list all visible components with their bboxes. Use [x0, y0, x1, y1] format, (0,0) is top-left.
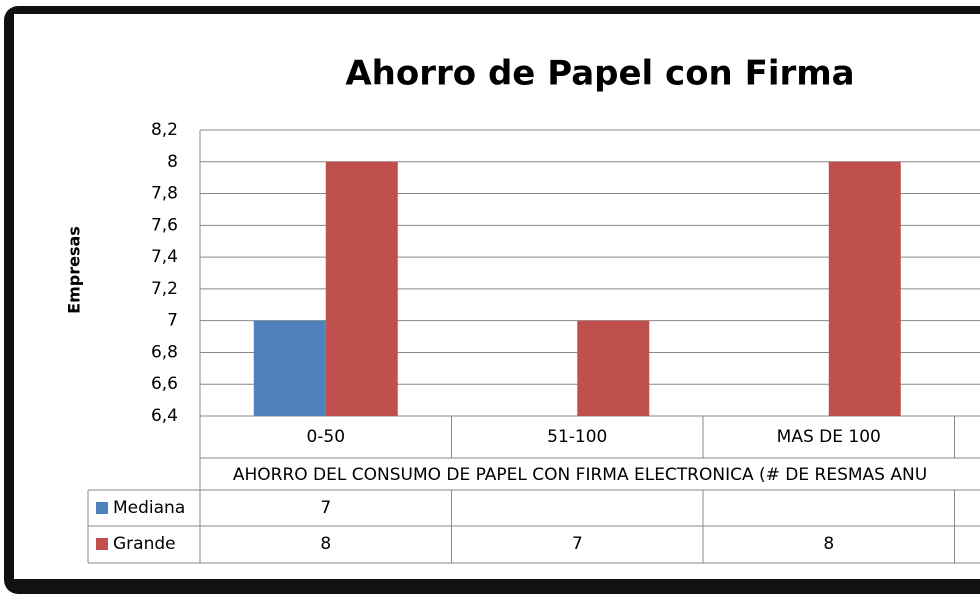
- table-value: 8: [320, 534, 331, 554]
- y-tick-label: 6,8: [151, 342, 178, 362]
- y-tick-label: 7,8: [151, 184, 178, 204]
- y-tick-label: 6,4: [151, 406, 178, 426]
- legend-label: Mediana: [113, 498, 185, 518]
- bar: [253, 320, 326, 416]
- chart-area: [14, 14, 980, 579]
- table-value: 7: [320, 498, 331, 518]
- y-tick-label: 7,2: [151, 279, 178, 299]
- legend-swatch: [96, 502, 108, 514]
- legend-label: Grande: [113, 534, 176, 554]
- x-tick-label: MAS DE 100: [777, 427, 881, 447]
- y-tick-label: 8: [167, 152, 178, 172]
- y-tick-label: 7,6: [151, 215, 178, 235]
- x-tick-label: 51-100: [547, 427, 607, 447]
- table-value: 8: [823, 534, 834, 554]
- y-tick-label: 7,4: [151, 247, 178, 267]
- legend-swatch: [96, 538, 108, 550]
- x-axis-title: AHORRO DEL CONSUMO DE PAPEL CON FIRMA EL…: [233, 465, 927, 485]
- table-value: 7: [572, 534, 583, 554]
- x-tick-label: 0-50: [306, 427, 345, 447]
- y-axis-title: Empresas: [65, 226, 84, 314]
- chart-title: Ahorro de Papel con Firma: [345, 54, 854, 94]
- bar: [325, 161, 398, 416]
- y-tick-label: 7: [167, 311, 178, 331]
- bar: [577, 320, 650, 416]
- y-tick-label: 6,6: [151, 374, 178, 394]
- bar: [828, 161, 901, 416]
- y-tick-label: 8,2: [151, 120, 178, 140]
